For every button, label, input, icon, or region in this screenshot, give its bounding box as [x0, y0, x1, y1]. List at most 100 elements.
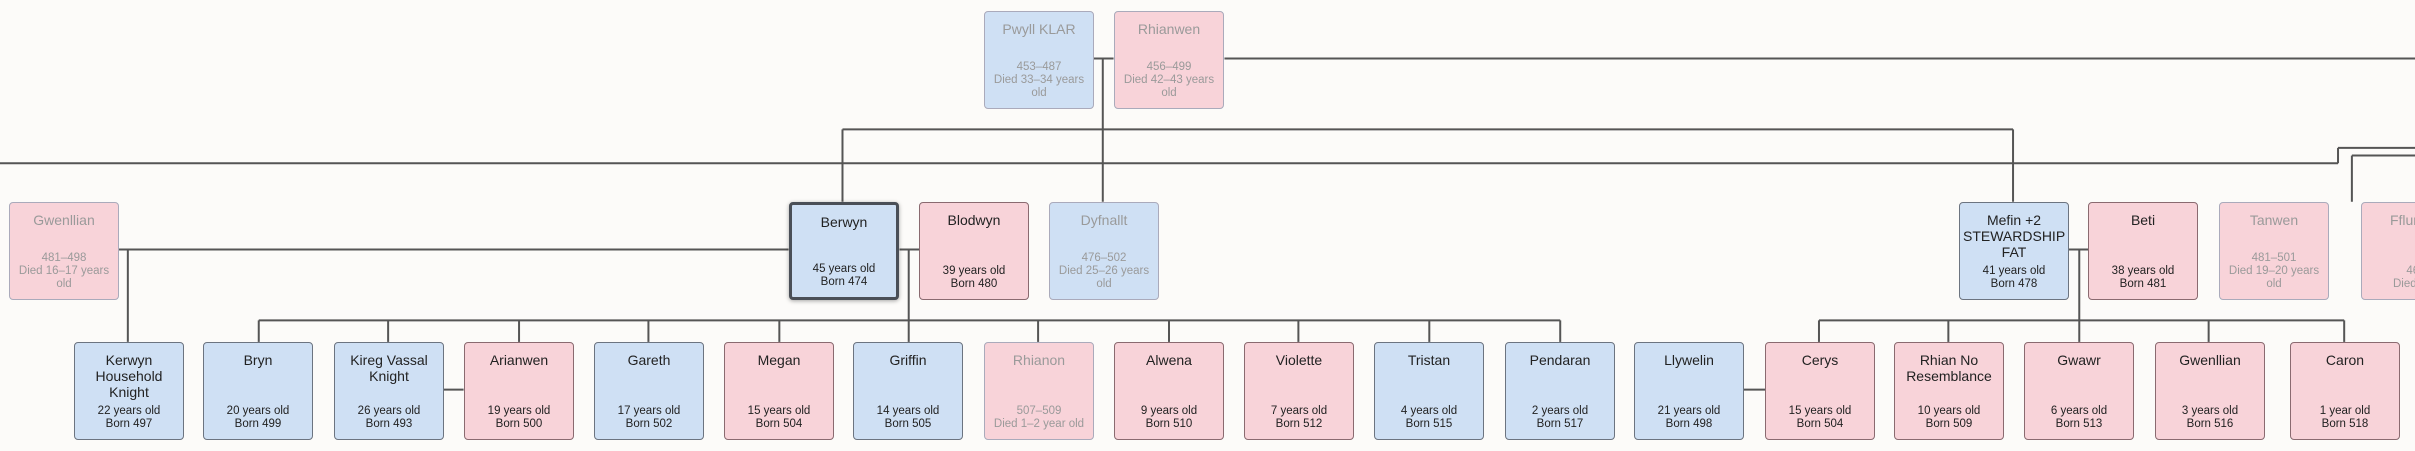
- person-details: 38 years old Born 481: [2092, 265, 2194, 291]
- person-card[interactable]: Mefin +2 STEWARDSHIP FAT 41 years old Born…: [1959, 202, 2069, 300]
- person-name: Rhianwen: [1137, 21, 1201, 37]
- detail-line: Born 512: [1275, 418, 1323, 430]
- detail-line: 38 years old: [2111, 265, 2175, 277]
- person-card[interactable]: Tristan 4 years old Born 515: [1374, 342, 1484, 440]
- detail-line: Died 42–43 years old: [1123, 74, 1215, 99]
- person-details: 26 years old Born 493: [338, 405, 440, 431]
- person-card[interactable]: Rhianon 507–509 Died 1–2 year old: [984, 342, 1094, 440]
- person-details: 20 years old Born 499: [207, 405, 309, 431]
- person-name: Fflur NC: [2389, 212, 2415, 228]
- detail-line: 20 years old: [226, 405, 290, 417]
- person-card[interactable]: Gwawr 6 years old Born 513: [2024, 342, 2134, 440]
- detail-line: 1 year old: [2319, 405, 2371, 417]
- person-details: 507–509 Died 1–2 year old: [988, 405, 1090, 431]
- person-card[interactable]: Pwyll KLAR 453–487 Died 33–34 years old: [984, 11, 1094, 109]
- detail-line: Born 515: [1405, 418, 1453, 430]
- detail-line: Born 480: [950, 278, 998, 290]
- detail-line: Died 19–20 years old: [2228, 265, 2320, 290]
- detail-line: Born 493: [365, 418, 413, 430]
- person-card[interactable]: Gwenllian 3 years old Born 516: [2155, 342, 2265, 440]
- detail-line: 10 years old: [1917, 405, 1981, 417]
- detail-line: Born 499: [234, 418, 282, 430]
- detail-line: 453–487: [1016, 61, 1062, 73]
- person-details: 456–499 Died 42–43 years old: [1118, 61, 1220, 100]
- detail-line: 481–501: [2251, 252, 2297, 264]
- person-card[interactable]: Alwena 9 years old Born 510: [1114, 342, 1224, 440]
- detail-line: Born 504: [1796, 418, 1844, 430]
- person-name: Llywelin: [1664, 352, 1714, 368]
- detail-line: 9 years old: [1140, 405, 1198, 417]
- detail-line: Born 481: [2119, 278, 2167, 290]
- detail-line: Born 500: [495, 418, 543, 430]
- person-name: Gareth: [627, 352, 671, 368]
- person-details: 4 years old Born 515: [1378, 405, 1480, 431]
- person-name: Violette: [1275, 352, 1323, 368]
- person-name: Mefin +2 STEWARDSHIP FAT: [1963, 212, 2066, 260]
- detail-line: Died 16–17 years old: [18, 265, 110, 290]
- person-name: Caron: [2325, 352, 2365, 368]
- person-details: 6 years old Born 513: [2028, 405, 2130, 431]
- person-card[interactable]: Berwyn 45 years old Born 474: [789, 202, 899, 300]
- person-name: Rhian No Resemblance: [1906, 352, 1992, 384]
- detail-line: 15 years old: [747, 405, 811, 417]
- detail-line: 6 years old: [2050, 405, 2108, 417]
- person-name: Griffin: [889, 352, 927, 368]
- detail-line: Born 513: [2055, 418, 2103, 430]
- person-card[interactable]: Tanwen 481–501 Died 19–20 years old: [2219, 202, 2329, 300]
- detail-line: 22 years old: [97, 405, 161, 417]
- person-card[interactable]: Kerwyn Household Knight 22 years old Born …: [74, 342, 184, 440]
- detail-line: Born 516: [2186, 418, 2234, 430]
- person-card[interactable]: Bryn 20 years old Born 499: [203, 342, 313, 440]
- person-card[interactable]: Caron 1 year old Born 518: [2290, 342, 2400, 440]
- person-card[interactable]: Dyfnallt 476–502 Died 25–26 years old: [1049, 202, 1159, 300]
- person-name: Gwawr: [2057, 352, 2101, 368]
- person-details: 9 years old Born 510: [1118, 405, 1220, 431]
- person-details: 10 years old Born 509: [1898, 405, 2000, 431]
- person-name: Kerwyn Household Knight: [95, 352, 163, 400]
- person-card[interactable]: Gwenllian 481–498 Died 16–17 years old: [9, 202, 119, 300]
- detail-line: 19 years old: [487, 405, 551, 417]
- person-details: 3 years old Born 516: [2159, 405, 2261, 431]
- person-card[interactable]: Megan 15 years old Born 504: [724, 342, 834, 440]
- person-details: 15 years old Born 504: [728, 405, 830, 431]
- person-name: Berwyn: [820, 214, 868, 230]
- person-name: Beti: [2130, 212, 2156, 228]
- person-card[interactable]: Griffin 14 years old Born 505: [853, 342, 963, 440]
- person-card[interactable]: Rhian No Resemblance 10 years old Born 509: [1894, 342, 2004, 440]
- person-name: Dyfnallt: [1080, 212, 1128, 228]
- person-card[interactable]: Pendaran 2 years old Born 517: [1505, 342, 1615, 440]
- person-name: Bryn: [243, 352, 273, 368]
- person-card[interactable]: Rhianwen 456–499 Died 42–43 years old: [1114, 11, 1224, 109]
- person-details: 41 years old Born 478: [1963, 265, 2065, 291]
- person-name: Tanwen: [2249, 212, 2299, 228]
- person-card[interactable]: Beti 38 years old Born 481: [2088, 202, 2198, 300]
- detail-line: Born 518: [2321, 418, 2369, 430]
- person-card[interactable]: Gareth 17 years old Born 502: [594, 342, 704, 440]
- person-card[interactable]: Violette 7 years old Born 512: [1244, 342, 1354, 440]
- detail-line: 26 years old: [357, 405, 421, 417]
- person-name: Pwyll KLAR: [1002, 21, 1076, 37]
- detail-line: 45 years old: [812, 263, 876, 275]
- detail-line: 41 years old: [1982, 265, 2046, 277]
- person-name: Blodwyn: [947, 212, 1001, 228]
- detail-line: Born 502: [625, 418, 673, 430]
- person-details: 17 years old Born 502: [598, 405, 700, 431]
- detail-line: Born 504: [755, 418, 803, 430]
- detail-line: 462: [2406, 265, 2415, 277]
- person-name: Megan: [757, 352, 801, 368]
- detail-line: Born 497: [105, 418, 153, 430]
- person-card[interactable]: Blodwyn 39 years old Born 480: [919, 202, 1029, 300]
- person-card[interactable]: Cerys 15 years old Born 504: [1765, 342, 1875, 440]
- person-name: Gwenllian: [2179, 352, 2241, 368]
- person-card[interactable]: Kireg Vassal Knight 26 years old Born 493: [334, 342, 444, 440]
- person-card[interactable]: Llywelin 21 years old Born 498: [1634, 342, 1744, 440]
- detail-line: Born 474: [820, 276, 868, 288]
- person-card[interactable]: Fflur NC 462Died 27–: [2361, 202, 2415, 300]
- person-card[interactable]: Arianwen 19 years old Born 500: [464, 342, 574, 440]
- detail-line: 39 years old: [942, 265, 1006, 277]
- person-details: 462Died 27–: [2365, 265, 2415, 291]
- person-name: Arianwen: [489, 352, 549, 368]
- detail-line: Died 1–2 year old: [993, 418, 1085, 430]
- person-name: Cerys: [1801, 352, 1839, 368]
